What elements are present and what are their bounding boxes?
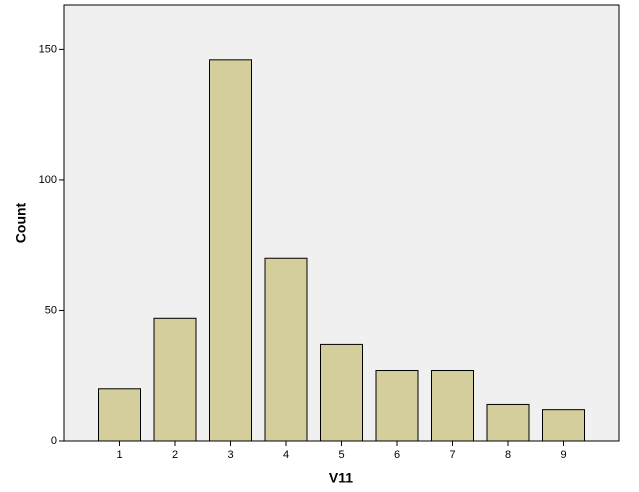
x-tick-label: 2 [172,449,178,461]
bar [264,257,308,442]
x-tick-label: 9 [560,449,566,461]
y-axis-title: Count [13,202,29,243]
x-tick-label: 5 [338,449,344,461]
x-tick-label: 1 [116,449,122,461]
y-tick-label: 150 [39,43,57,55]
bar [98,388,141,442]
bar [209,59,252,442]
bar [375,370,419,442]
x-tick-label: 8 [505,449,511,461]
y-tick-label: 0 [51,435,57,447]
bar [542,409,585,442]
bar [320,343,363,442]
y-tick-label: 50 [45,304,57,316]
bar [153,317,197,442]
x-tick-label: 3 [227,449,233,461]
y-tick-label: 100 [39,174,57,186]
x-axis-title: V11 [329,470,353,486]
x-tick-label: 6 [394,449,400,461]
bar [431,370,474,442]
x-tick-label: 7 [449,449,455,461]
x-tick-label: 4 [283,449,289,461]
bar [486,403,530,442]
